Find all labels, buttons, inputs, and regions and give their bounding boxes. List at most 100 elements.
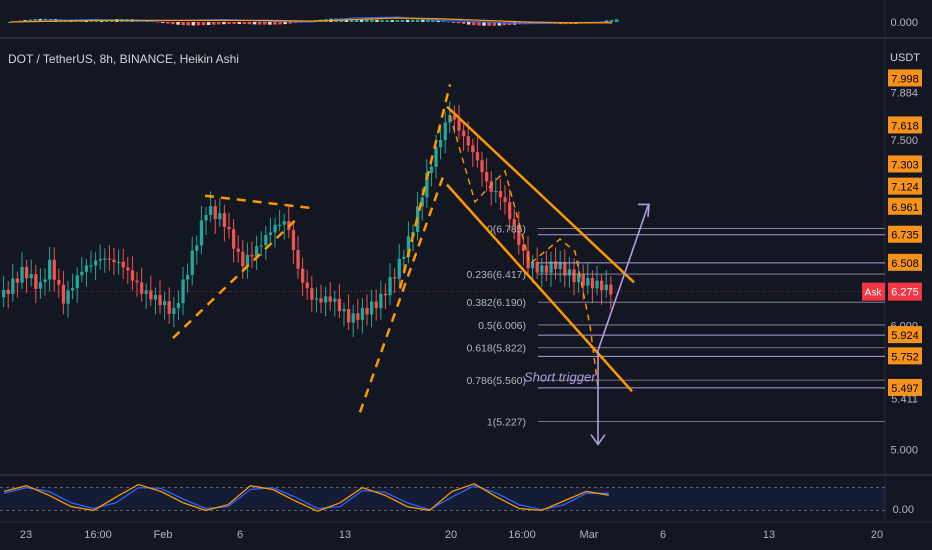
macd-histogram-bar	[186, 22, 190, 26]
macd-histogram-bar	[171, 22, 175, 25]
macd-histogram-bar	[247, 22, 252, 25]
macd-histogram-bar	[400, 19, 405, 22]
macd-histogram-bar	[191, 22, 196, 26]
candle-body	[112, 259, 116, 263]
candle-body	[374, 301, 378, 309]
candle-body	[291, 230, 296, 250]
candle-body	[581, 274, 585, 286]
macd-histogram-bar	[212, 22, 216, 25]
candle-body	[15, 278, 20, 283]
candle-body	[567, 269, 572, 276]
macd-histogram-bar	[604, 20, 609, 22]
fib-level-label: 0.786(5.560)	[466, 375, 526, 387]
macd-histogram-bar	[405, 19, 410, 22]
macd-histogram-bar	[273, 22, 277, 25]
macd-histogram-bar	[385, 20, 389, 22]
candle-body	[379, 293, 383, 309]
candle-body	[604, 284, 608, 291]
candle-body	[236, 248, 240, 252]
candle-body	[149, 290, 153, 300]
candle-body	[117, 261, 121, 264]
candle-body	[554, 261, 558, 270]
candle-body	[521, 244, 526, 252]
fib-level-label: 0.5(6.006)	[478, 320, 526, 332]
macd-histogram-bar	[217, 22, 221, 25]
candle-body	[512, 219, 516, 226]
candle-body	[397, 258, 401, 279]
candle-body	[153, 294, 158, 300]
candle-body	[71, 288, 75, 291]
macd-histogram-bar	[181, 22, 185, 26]
candle-body	[526, 251, 530, 269]
candle-body	[503, 197, 507, 203]
candle-body	[268, 232, 273, 235]
candle-body	[572, 269, 576, 283]
candle-body	[508, 202, 512, 220]
time-axis-tick-label: 20	[445, 529, 457, 541]
candle-body	[439, 140, 443, 148]
candle-body	[186, 274, 190, 280]
price-level-tag	[888, 326, 922, 344]
macd-histogram-bar	[375, 19, 379, 22]
candle-body	[443, 122, 447, 141]
fib-level-label: 0.618(5.822)	[466, 343, 526, 355]
candle-body	[34, 274, 38, 289]
macd-histogram-bar	[390, 20, 394, 22]
candle-body	[61, 284, 66, 304]
candle-body	[420, 197, 424, 207]
candle-body	[255, 246, 259, 257]
time-axis-tick-label: 13	[339, 529, 351, 541]
macd-histogram-bar	[176, 22, 180, 25]
candle-body	[75, 275, 79, 289]
price-level-tag-label: 6.508	[891, 258, 919, 270]
candle-body	[489, 181, 493, 192]
channel-upper-line	[446, 105, 635, 284]
candle-body	[6, 289, 10, 294]
macd-histogram-bar	[395, 20, 400, 22]
price-level-tag	[888, 253, 922, 271]
macd-histogram-bar	[288, 22, 292, 24]
candle-body	[383, 293, 388, 296]
candle-body	[273, 224, 277, 233]
candle-body	[130, 270, 135, 281]
candle-body	[264, 234, 268, 246]
macd-histogram-bar	[421, 19, 425, 22]
candle-body	[98, 258, 102, 261]
candle-body	[222, 213, 227, 227]
ask-tag	[862, 282, 885, 301]
candle-body	[388, 277, 392, 296]
candle-body	[558, 261, 562, 270]
candle-body	[540, 265, 544, 273]
price-level-tag-label: 7.124	[891, 182, 919, 194]
candle-body	[517, 225, 521, 245]
candle-body	[209, 206, 213, 216]
candle-body	[590, 278, 595, 289]
candle-body	[176, 303, 181, 309]
candle-body	[126, 267, 130, 271]
candle-body	[457, 119, 461, 131]
candle-body	[425, 173, 429, 198]
candle-body	[227, 226, 231, 230]
candle-body	[199, 220, 204, 246]
time-axis-tick-label: Feb	[154, 529, 173, 541]
macd-histogram-bar	[365, 19, 369, 22]
time-axis-tick-label: 16:00	[84, 529, 112, 541]
candle-body	[324, 296, 328, 303]
candle-body	[563, 261, 567, 276]
fib-level-label: 1(5.227)	[487, 416, 526, 428]
price-level-tag	[888, 378, 922, 396]
candle-body	[282, 221, 286, 225]
candle-body	[190, 250, 194, 275]
macd-histogram-bar	[614, 19, 619, 22]
price-level-tag	[888, 225, 922, 243]
stoch-axis-tick-label: 0.00	[893, 504, 914, 516]
macd-histogram-bar	[410, 19, 415, 22]
short-trigger-annotation: Short trigger	[524, 369, 596, 384]
candle-body	[305, 282, 309, 289]
macd-histogram-bar	[436, 20, 440, 22]
current-price-tag	[888, 282, 922, 301]
macd-histogram-bar	[268, 22, 272, 25]
candle-body	[107, 258, 112, 260]
candle-body	[429, 166, 434, 174]
